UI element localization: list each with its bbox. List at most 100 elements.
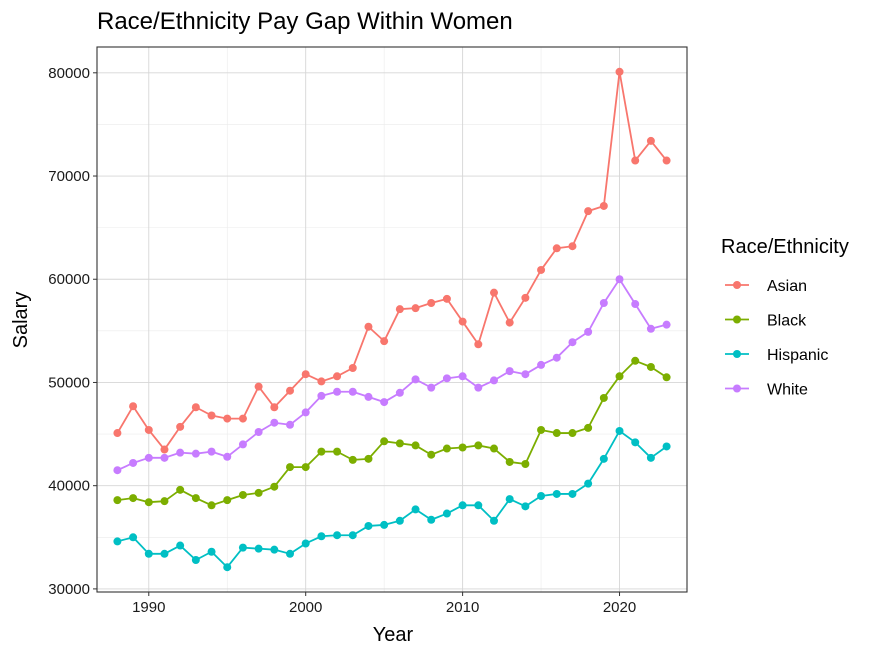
data-point-white	[207, 447, 216, 456]
data-point-white	[646, 324, 655, 333]
y-tick-label: 50000	[48, 374, 90, 391]
data-point-asian	[552, 244, 561, 253]
series-group	[113, 67, 671, 572]
data-point-hispanic	[176, 541, 185, 550]
data-point-asian	[411, 304, 420, 313]
data-point-asian	[427, 298, 436, 307]
data-point-black	[427, 450, 436, 459]
legend-item-hispanic: Hispanic	[725, 347, 828, 364]
data-point-black	[286, 463, 295, 472]
data-point-hispanic	[474, 501, 483, 510]
data-point-hispanic	[160, 549, 169, 558]
legend-item-black: Black	[725, 313, 807, 330]
data-point-asian	[395, 305, 404, 314]
data-point-white	[380, 398, 389, 407]
data-point-white	[442, 374, 451, 383]
data-point-black	[144, 498, 153, 507]
data-point-black	[646, 362, 655, 371]
data-point-asian	[270, 403, 279, 412]
plot-border	[96, 46, 688, 593]
y-tick-label: 60000	[48, 271, 90, 288]
data-point-white	[411, 375, 420, 384]
data-point-hispanic	[505, 495, 514, 504]
series-black	[113, 356, 671, 510]
data-point-black	[505, 457, 514, 466]
data-point-asian	[646, 136, 655, 145]
data-point-black	[160, 497, 169, 506]
legend-label: Asian	[767, 278, 807, 295]
data-point-asian	[286, 386, 295, 395]
series-asian	[113, 67, 671, 454]
data-point-asian	[129, 402, 138, 411]
data-point-black	[395, 439, 404, 448]
data-point-asian	[301, 370, 310, 379]
data-point-hispanic	[615, 426, 624, 435]
data-point-white	[129, 458, 138, 467]
data-point-hispanic	[364, 521, 373, 530]
data-point-hispanic	[395, 516, 404, 525]
legend-item-asian: Asian	[725, 278, 807, 295]
plot-panel	[97, 47, 687, 592]
data-point-asian	[223, 414, 232, 423]
data-point-black	[552, 429, 561, 438]
data-point-hispanic	[317, 532, 326, 541]
y-axis-title: Salary	[10, 292, 32, 349]
data-point-asian	[521, 293, 530, 302]
y-tick-label: 40000	[48, 478, 90, 495]
data-point-white	[458, 372, 467, 381]
data-point-hispanic	[380, 520, 389, 529]
data-point-asian	[599, 201, 608, 210]
data-point-white	[191, 449, 200, 458]
data-point-hispanic	[537, 492, 546, 501]
legend-label: White	[767, 382, 808, 399]
data-point-white	[301, 408, 310, 417]
data-point-asian	[584, 207, 593, 216]
data-point-white	[317, 391, 326, 400]
x-tick-label: 1990	[132, 599, 165, 616]
data-point-asian	[348, 364, 357, 373]
data-point-white	[333, 387, 342, 396]
data-point-asian	[505, 318, 514, 327]
data-point-black	[191, 494, 200, 503]
data-point-asian	[238, 414, 247, 423]
data-point-hispanic	[254, 544, 263, 553]
data-point-white	[489, 376, 498, 385]
data-point-asian	[317, 377, 326, 386]
data-point-white	[113, 466, 122, 475]
data-point-asian	[568, 242, 577, 251]
data-point-white	[395, 388, 404, 397]
x-tick-label: 2020	[603, 599, 636, 616]
data-point-black	[474, 441, 483, 450]
data-point-black	[207, 501, 216, 510]
data-point-black	[270, 482, 279, 491]
data-point-white	[223, 452, 232, 461]
data-point-white	[144, 453, 153, 462]
data-point-hispanic	[301, 539, 310, 548]
data-point-hispanic	[333, 531, 342, 540]
data-point-hispanic	[286, 549, 295, 558]
data-point-asian	[474, 340, 483, 349]
data-point-asian	[489, 288, 498, 297]
data-point-asian	[458, 317, 467, 326]
data-point-white	[254, 428, 263, 437]
legend: Race/Ethnicity Asian Black Hispanic White	[721, 236, 849, 399]
data-point-white	[662, 320, 671, 329]
data-point-black	[223, 496, 232, 505]
legend-key-point	[733, 315, 741, 324]
x-axis-title: Year	[373, 624, 414, 646]
data-point-hispanic	[489, 516, 498, 525]
data-point-white	[631, 300, 640, 309]
data-point-asian	[207, 411, 216, 420]
data-point-asian	[191, 403, 200, 412]
legend-label: Hispanic	[767, 347, 828, 364]
data-point-hispanic	[662, 442, 671, 451]
data-point-black	[458, 443, 467, 452]
data-point-black	[301, 463, 310, 472]
data-point-black	[599, 393, 608, 402]
data-point-white	[348, 387, 357, 396]
data-point-white	[270, 418, 279, 427]
data-point-hispanic	[458, 501, 467, 510]
data-point-hispanic	[113, 537, 122, 546]
data-point-black	[662, 373, 671, 382]
